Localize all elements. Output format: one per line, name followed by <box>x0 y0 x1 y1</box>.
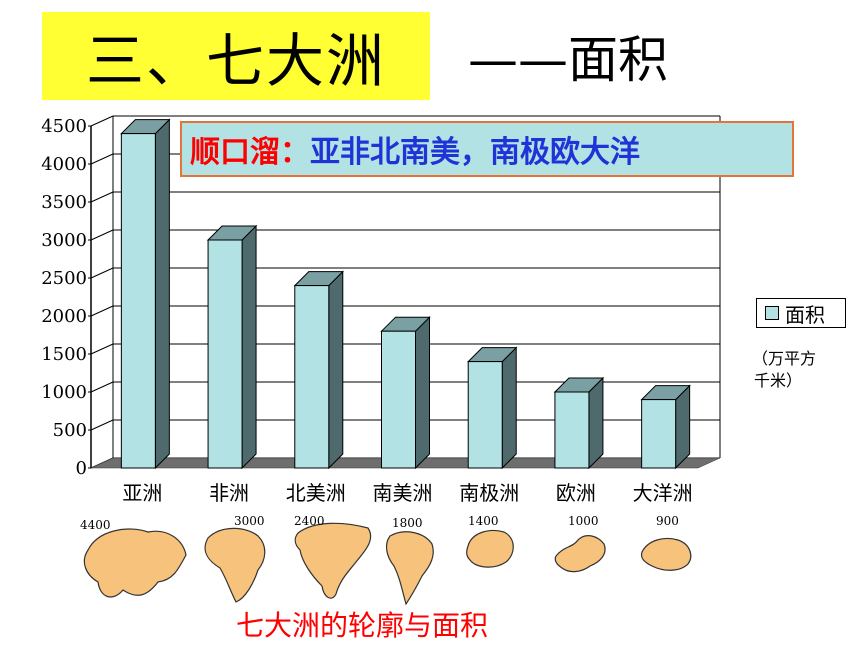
y-tick-label: 4500 <box>41 116 87 137</box>
page-subtitle: ——面积 <box>468 31 668 89</box>
y-tick-label: 4000 <box>41 154 87 175</box>
y-tick-label: 2000 <box>41 306 87 327</box>
map-area-label: 1800 <box>392 516 423 530</box>
continent-outline-map <box>196 520 276 606</box>
mnemonic-text: 亚非北南美，南极欧大洋 <box>310 135 640 170</box>
gridline-side <box>90 115 114 127</box>
x-tick-label: 亚洲 <box>122 481 162 505</box>
bar <box>381 330 416 469</box>
bar-side <box>415 315 430 470</box>
map-area-label: 4400 <box>80 518 111 532</box>
gridline-side <box>90 305 114 317</box>
bar <box>641 399 677 469</box>
bar <box>294 285 330 469</box>
legend-label: 面积 <box>785 302 825 327</box>
y-tick-label: 3500 <box>41 192 87 213</box>
chart-legend: 面积 <box>756 298 846 328</box>
x-tick-label: 南美洲 <box>373 481 433 505</box>
gridline-side <box>90 229 114 241</box>
bar-side <box>588 376 604 470</box>
unit-line-2: 千米） <box>754 371 803 390</box>
continent-outline-map <box>548 522 614 578</box>
mnemonic-box: 顺口溜： 亚非北南美，南极欧大洋 <box>180 121 794 177</box>
bar-side <box>241 224 257 470</box>
page-title: 三、七大洲 <box>85 27 386 95</box>
gridline-side <box>90 343 114 355</box>
continent-outline-map <box>380 526 440 606</box>
bar <box>207 239 243 469</box>
x-tick-label: 大洋洲 <box>633 481 693 505</box>
continent-outline-map <box>636 526 706 578</box>
x-tick-label: 南极洲 <box>459 481 519 505</box>
gridline-side <box>90 381 114 393</box>
bar-side <box>328 270 344 470</box>
title-box: 三、七大洲 <box>42 12 430 100</box>
x-tick-label: 北美洲 <box>286 481 346 505</box>
map-area-label: 900 <box>656 514 679 528</box>
unit-line-1: （万平方 <box>752 349 817 368</box>
unit-note: （万平方 千米） <box>752 348 848 392</box>
figure-caption: 七大洲的轮廓与面积 <box>236 609 489 642</box>
gridline-side <box>90 267 114 279</box>
bar-side <box>501 346 517 470</box>
y-tick-label: 0 <box>76 458 87 479</box>
y-tick-label: 3000 <box>41 230 87 251</box>
map-area-label: 2400 <box>294 514 325 528</box>
bar-side <box>154 118 170 470</box>
map-area-label: 1000 <box>568 514 599 528</box>
y-tick-label: 1500 <box>41 344 87 365</box>
x-tick-label: 欧洲 <box>556 481 596 505</box>
bar <box>467 361 503 469</box>
continent-outline-map <box>78 520 188 608</box>
x-tick-label: 非洲 <box>209 481 249 505</box>
mnemonic-label: 顺口溜： <box>190 135 310 170</box>
continent-outline-map <box>462 524 518 570</box>
continent-outline-map <box>290 518 380 606</box>
gridline-side <box>90 419 114 431</box>
gridline-side <box>90 153 114 165</box>
bar <box>120 133 156 469</box>
gridline-side <box>90 191 114 203</box>
y-tick-label: 2500 <box>41 268 87 289</box>
y-tick-label: 500 <box>53 420 87 441</box>
y-tick-label: 1000 <box>41 382 87 403</box>
map-area-label: 3000 <box>234 514 265 528</box>
map-area-label: 1400 <box>468 514 499 528</box>
legend-swatch <box>765 306 779 320</box>
bar <box>554 391 590 469</box>
